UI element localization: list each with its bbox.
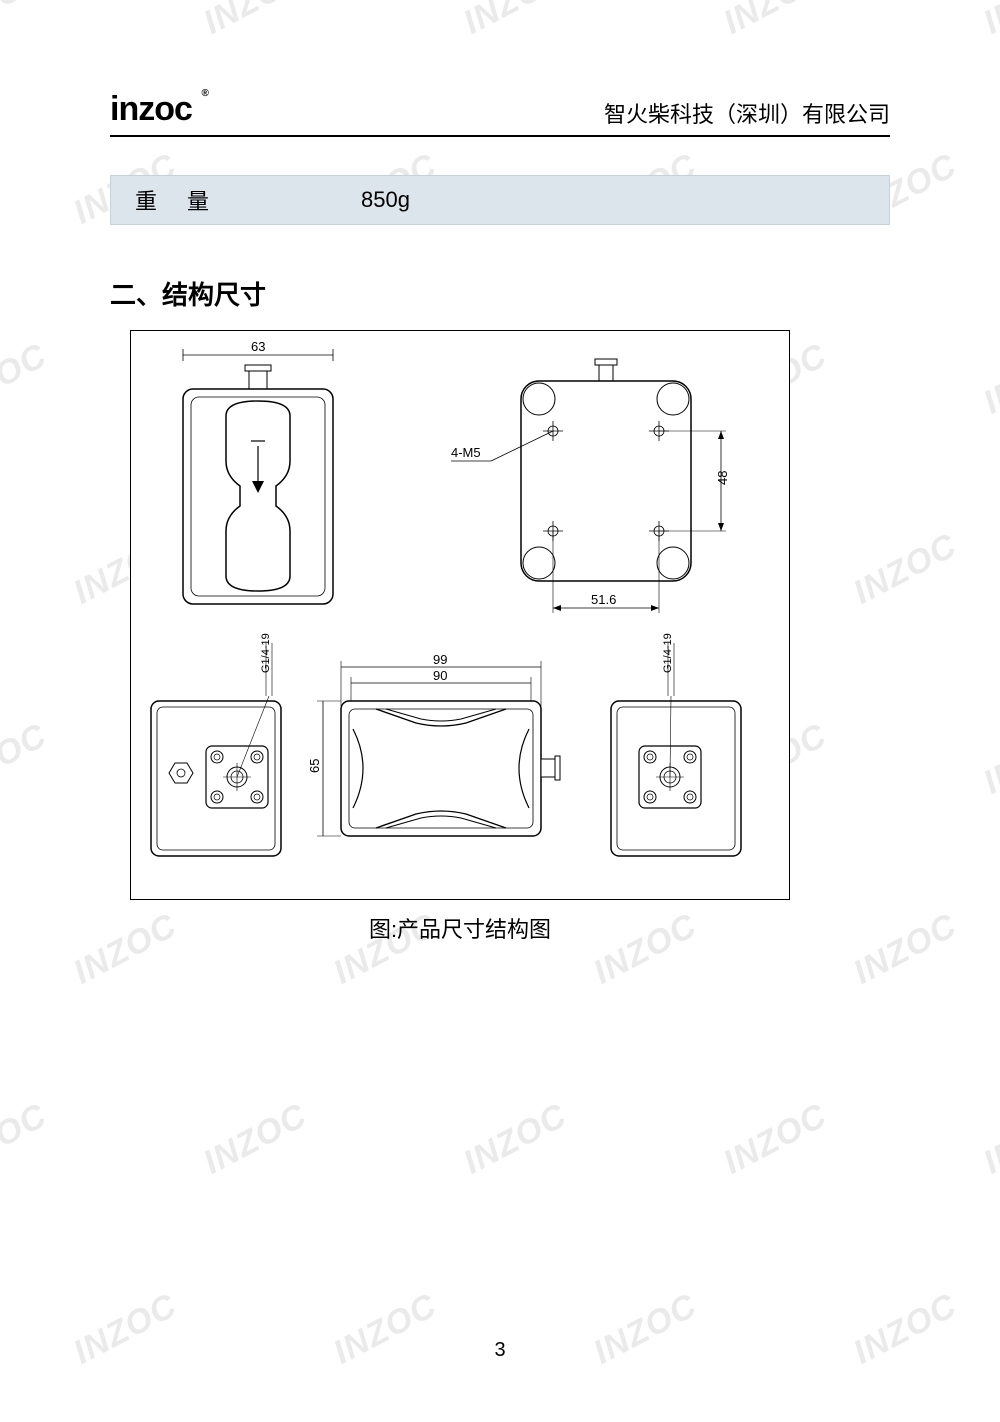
dim-height: 65 bbox=[307, 759, 322, 773]
page-number: 3 bbox=[0, 1339, 1000, 1362]
spec-row-weight: 重量 850g bbox=[110, 175, 890, 225]
dim-hole-label: 4-M5 bbox=[451, 445, 481, 460]
logo-text: inzoc bbox=[110, 90, 192, 128]
dim-outer-w: 99 bbox=[433, 652, 447, 667]
company-name: 智火柴科技（深圳）有限公司 bbox=[604, 97, 890, 129]
figure-caption: 图:产品尺寸结构图 bbox=[130, 912, 790, 944]
spec-value: 850g bbox=[311, 187, 410, 213]
spec-label: 重量 bbox=[111, 184, 311, 216]
page-header: inzoc® 智火柴科技（深圳）有限公司 bbox=[110, 90, 890, 137]
logo: inzoc® bbox=[110, 90, 192, 129]
dim-h-spacing: 51.6 bbox=[591, 592, 616, 607]
dim-top-width: 63 bbox=[251, 339, 265, 354]
page-content: inzoc® 智火柴科技（深圳）有限公司 重量 850g 二、结构尺寸 63 bbox=[0, 0, 1000, 1004]
dim-inner-w: 90 bbox=[433, 668, 447, 683]
section-title: 二、结构尺寸 bbox=[110, 275, 890, 312]
dimension-diagram: 63 bbox=[130, 330, 790, 900]
registered-mark: ® bbox=[202, 88, 208, 99]
dim-v-spacing: 48 bbox=[715, 471, 730, 485]
